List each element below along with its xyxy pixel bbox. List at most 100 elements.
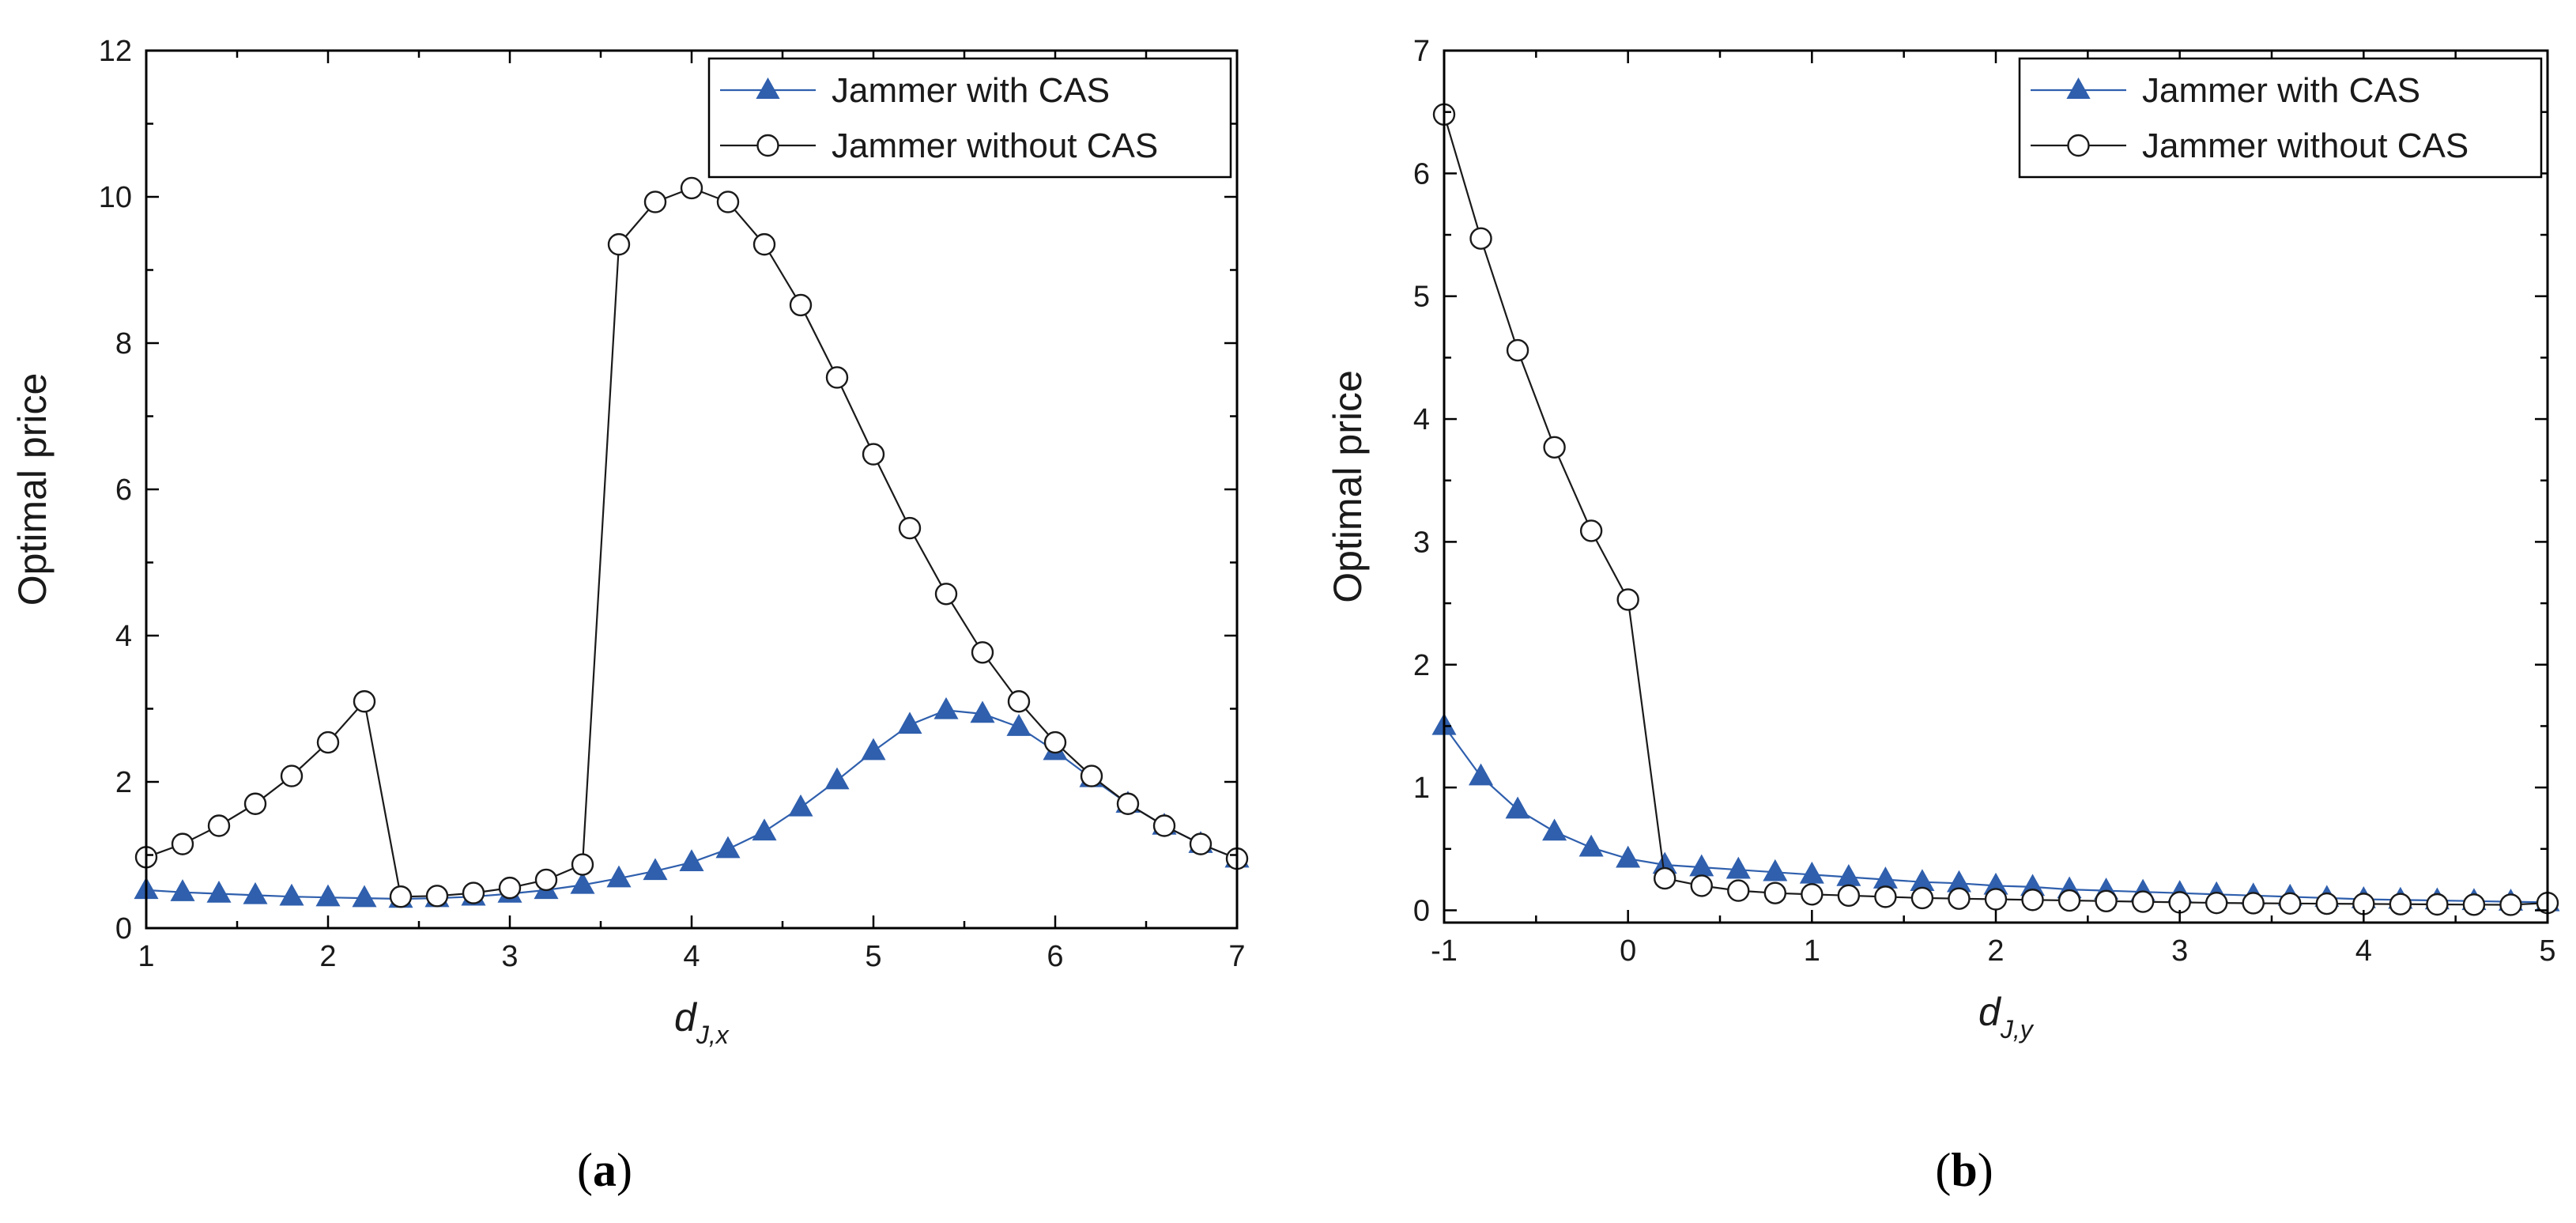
data-point-with-cas xyxy=(788,794,813,817)
data-point-with-cas xyxy=(1763,859,1788,881)
x-tick-label: 3 xyxy=(2171,934,2188,968)
data-point-without-cas xyxy=(971,641,994,664)
data-point-without-cas xyxy=(2168,891,2191,914)
data-point-with-cas xyxy=(752,818,777,841)
data-point-with-cas xyxy=(1873,866,1898,889)
data-point-with-cas xyxy=(606,865,632,888)
y-tick-label: 6 xyxy=(115,474,132,507)
data-point-with-cas xyxy=(1689,854,1714,877)
data-point-without-cas xyxy=(1727,879,1750,902)
panel-caption: (a) xyxy=(577,1144,632,1196)
data-point-with-cas xyxy=(643,858,668,881)
y-tick-label: 8 xyxy=(115,327,132,360)
data-point-with-cas xyxy=(1836,863,1861,886)
y-tick-label: 1 xyxy=(1413,772,1430,805)
data-point-without-cas xyxy=(534,868,558,892)
data-point-without-cas xyxy=(2279,892,2302,915)
legend-label: Jammer with CAS xyxy=(2142,71,2420,110)
data-point-without-cas xyxy=(1469,227,1492,250)
x-tick-label: 2 xyxy=(319,940,336,973)
y-axis-title: Optimal price xyxy=(10,373,55,606)
y-tick-label: 4 xyxy=(115,620,132,653)
legend-marker-triangle xyxy=(2066,77,2091,99)
data-point-without-cas xyxy=(389,885,413,908)
data-point-without-cas xyxy=(2057,889,2081,912)
data-point-without-cas xyxy=(752,232,776,256)
data-point-without-cas xyxy=(1543,436,1566,459)
data-point-without-cas xyxy=(171,832,194,855)
data-point-without-cas xyxy=(1984,888,2008,911)
y-tick-label: 6 xyxy=(1413,157,1430,191)
data-point-with-cas xyxy=(715,836,741,859)
data-point-with-cas xyxy=(1616,845,1641,868)
x-tick-label: 1 xyxy=(138,940,154,973)
data-point-with-cas xyxy=(1505,796,1530,819)
y-tick-label: 3 xyxy=(1413,526,1430,559)
legend-box xyxy=(707,57,1232,179)
data-point-with-cas xyxy=(970,700,995,723)
y-tick-label: 5 xyxy=(1413,281,1430,314)
data-point-without-cas xyxy=(462,881,485,904)
x-tick-label: 6 xyxy=(1047,940,1063,973)
y-tick-label: 12 xyxy=(99,35,132,68)
data-point-without-cas xyxy=(643,191,667,213)
data-point-with-cas xyxy=(279,883,304,906)
legend: Jammer with CAS Jammer without CAS xyxy=(707,57,1232,179)
data-point-with-cas xyxy=(679,849,704,871)
legend-marker-circle xyxy=(2067,134,2090,157)
data-point-without-cas xyxy=(1116,792,1140,815)
legend-label: Jammer with CAS xyxy=(832,71,1110,110)
data-point-without-cas xyxy=(1653,866,1676,890)
data-point-without-cas xyxy=(1080,764,1103,787)
data-point-with-cas xyxy=(170,879,195,901)
y-tick-label: 0 xyxy=(115,912,132,946)
data-point-without-cas xyxy=(2499,893,2522,916)
legend-marker-triangle xyxy=(756,77,780,99)
data-point-without-cas xyxy=(498,876,522,900)
data-point-without-cas xyxy=(1506,338,1529,362)
x-tick-label: 1 xyxy=(1804,934,1820,968)
y-tick-label: 0 xyxy=(1413,894,1430,927)
data-point-without-cas xyxy=(1616,588,1639,611)
data-point-with-cas xyxy=(206,880,232,903)
data-point-with-cas xyxy=(352,885,377,908)
x-tick-label: 4 xyxy=(683,940,700,973)
panel-caption: (b) xyxy=(1935,1144,1993,1196)
data-point-without-cas xyxy=(789,293,813,317)
x-tick-label: 5 xyxy=(2539,934,2555,968)
legend-label: Jammer without CAS xyxy=(2142,126,2469,165)
data-point-without-cas xyxy=(207,814,231,837)
data-point-without-cas xyxy=(1579,519,1603,542)
data-point-without-cas xyxy=(2315,892,2339,915)
y-tick-label: 2 xyxy=(115,766,132,799)
data-point-without-cas xyxy=(1801,883,1824,906)
data-point-without-cas xyxy=(716,191,740,213)
data-point-without-cas xyxy=(2462,893,2486,916)
data-point-without-cas xyxy=(1152,814,1176,837)
y-tick-label: 10 xyxy=(99,181,132,214)
data-point-without-cas xyxy=(1763,881,1787,904)
data-point-without-cas xyxy=(1189,832,1213,855)
data-point-without-cas xyxy=(607,232,631,256)
data-point-without-cas xyxy=(1910,886,1934,910)
data-point-with-cas xyxy=(933,696,959,719)
x-tick-label: 3 xyxy=(501,940,518,973)
x-axis-title: dJ,x xyxy=(674,995,730,1049)
data-point-without-cas xyxy=(1837,884,1861,908)
data-point-with-cas xyxy=(824,767,850,790)
data-point-without-cas xyxy=(1948,887,1971,910)
data-point-without-cas xyxy=(280,764,304,787)
data-point-without-cas xyxy=(2131,890,2155,913)
data-point-with-cas xyxy=(243,881,268,904)
data-point-with-cas xyxy=(570,871,595,894)
x-tick-label: -1 xyxy=(1431,934,1458,968)
data-point-without-cas xyxy=(825,366,849,389)
data-point-without-cas xyxy=(898,516,922,540)
data-point-without-cas xyxy=(425,885,449,908)
legend-label: Jammer without CAS xyxy=(832,126,1158,165)
data-point-without-cas xyxy=(353,690,376,713)
y-tick-label: 2 xyxy=(1413,649,1430,682)
data-point-without-cas xyxy=(2426,893,2449,916)
